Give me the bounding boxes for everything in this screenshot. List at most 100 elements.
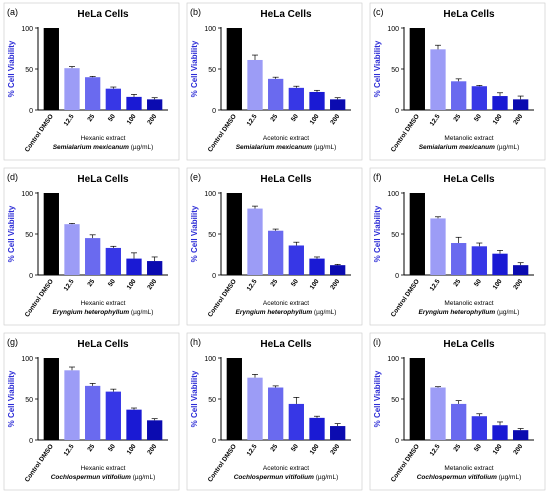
bar-200 (147, 420, 163, 440)
y-axis-label: % Cell Viability (190, 205, 199, 262)
y-tick-label: 100 (21, 356, 33, 363)
y-tick-label: 100 (21, 26, 33, 33)
concentration-unit: (µg/mL) (129, 144, 153, 151)
panel-label: (c) (373, 7, 384, 17)
y-tick-label: 0 (395, 108, 399, 115)
y-tick-label: 50 (391, 232, 399, 239)
x-tick-label: 200 (512, 443, 524, 456)
bar-100 (309, 417, 325, 440)
y-axis-label: % Cell Viability (373, 205, 382, 262)
x-axis-label: Metanolic extract (444, 465, 493, 472)
x-tick-label: 100 (309, 113, 321, 126)
bar-control-dmso (409, 358, 425, 440)
bar-12-5 (64, 68, 80, 110)
y-tick-label: 0 (29, 273, 33, 280)
bar-12-5 (430, 387, 446, 440)
x-tick-label: 12.5 (429, 113, 442, 128)
concentration-unit: (µg/mL) (495, 144, 519, 151)
x-tick-label: Control DMSO (207, 113, 238, 153)
x-tick-label: 12.5 (63, 113, 76, 128)
x-tick-label: 100 (126, 278, 138, 291)
y-tick-label: 50 (208, 67, 216, 74)
bar-control-dmso (43, 28, 59, 110)
x-axis-label-species: Cochlospermun vitifolium (µg/mL) (417, 474, 522, 481)
concentration-unit: (µg/mL) (495, 309, 519, 316)
bar-control-dmso (226, 193, 242, 275)
x-tick-label: 25 (269, 278, 279, 288)
x-tick-label: Control DMSO (24, 113, 55, 153)
bar-control-dmso (43, 358, 59, 440)
bar-25 (85, 77, 101, 110)
x-axis-label-species: Semialarium mexicanum (µg/mL) (236, 144, 337, 151)
bar-12-5 (430, 49, 446, 110)
bar-control-dmso (43, 193, 59, 275)
x-tick-label: Control DMSO (390, 278, 421, 318)
bar-25 (268, 387, 284, 440)
x-axis-label-species: Cochlospermun vitifolium (µg/mL) (51, 474, 156, 481)
bar-100 (126, 409, 142, 440)
bar-25 (85, 385, 101, 440)
bar-50 (288, 87, 304, 110)
x-axis-label: Acetonic extract (263, 135, 309, 142)
panel-frame (186, 167, 363, 326)
bar-100 (126, 96, 142, 110)
bar-25 (85, 238, 101, 275)
x-axis-label: Acetonic extract (263, 465, 309, 472)
x-tick-label: 25 (269, 113, 279, 123)
chart-panel: (h) HeLa Cells% Cell Viability050100Contr… (186, 332, 363, 491)
y-axis-label: % Cell Viability (373, 370, 382, 427)
chart-title: HeLa Cells (77, 9, 129, 20)
y-tick-label: 50 (208, 397, 216, 404)
x-tick-label: 50 (473, 113, 483, 123)
x-tick-label: 100 (126, 113, 138, 126)
panel-frame (369, 2, 546, 161)
chart-panel: (a) HeLa Cells % Cell Viability 0 50 100 Contr… (3, 2, 180, 161)
species-name: Semialarium mexicanum (53, 144, 129, 151)
panel-label: (a) (7, 7, 18, 17)
chart-title: HeLa Cells (260, 174, 312, 185)
chart-title: HeLa Cells (77, 339, 129, 350)
y-tick-label: 0 (395, 438, 399, 445)
x-axis-label: Metanolic extract (444, 300, 493, 307)
y-tick-label: 50 (25, 397, 33, 404)
species-name: Eryngium heterophyllum (53, 309, 130, 316)
y-tick-label: 100 (204, 191, 216, 198)
x-tick-label: 100 (492, 443, 504, 456)
x-tick-label: 50 (290, 278, 300, 288)
x-tick-label: 12.5 (429, 278, 442, 293)
bar-50 (105, 391, 121, 440)
x-tick-label: 12.5 (63, 278, 76, 293)
species-name: Eryngium heterophyllum (236, 309, 313, 316)
chart-title: HeLa Cells (77, 174, 129, 185)
x-tick-label: Control DMSO (390, 113, 421, 153)
chart-panel: (d) HeLa Cells % Cell Viability 0 50 100 Contr… (3, 167, 180, 326)
x-tick-label: 200 (329, 443, 341, 456)
x-tick-label: 50 (290, 443, 300, 453)
chart-title: HeLa Cells (260, 339, 312, 350)
y-tick-label: 0 (212, 273, 216, 280)
x-tick-label: 25 (452, 278, 462, 288)
x-tick-label: 25 (452, 113, 462, 123)
panel-label: (d) (7, 172, 18, 182)
y-tick-label: 0 (212, 108, 216, 115)
x-tick-label: 200 (512, 113, 524, 126)
x-axis-label-species: Semialarium mexicanum (µg/mL) (53, 144, 154, 151)
x-tick-label: 100 (492, 278, 504, 291)
concentration-unit: (µg/mL) (314, 474, 338, 481)
x-axis-label: Hexanic extract (81, 300, 126, 307)
bar-50 (105, 88, 121, 110)
x-tick-label: 200 (146, 278, 158, 291)
x-tick-label: 200 (146, 113, 158, 126)
y-tick-label: 0 (395, 273, 399, 280)
bar-200 (330, 265, 346, 275)
y-tick-label: 0 (212, 438, 216, 445)
species-name: Cochlospermun vitifolium (417, 474, 497, 481)
x-tick-label: 100 (492, 113, 504, 126)
bar-12-5 (247, 377, 263, 440)
species-name: Eryngium heterophyllum (419, 309, 496, 316)
concentration-unit: (µg/mL) (131, 474, 155, 481)
chart-panel: (f) HeLa Cells % Cell Viability 0 50 100 Contr… (369, 167, 546, 326)
x-tick-label: 200 (146, 443, 158, 456)
x-axis-label-species: Eryngium heterophyllum (µg/mL) (53, 309, 154, 316)
